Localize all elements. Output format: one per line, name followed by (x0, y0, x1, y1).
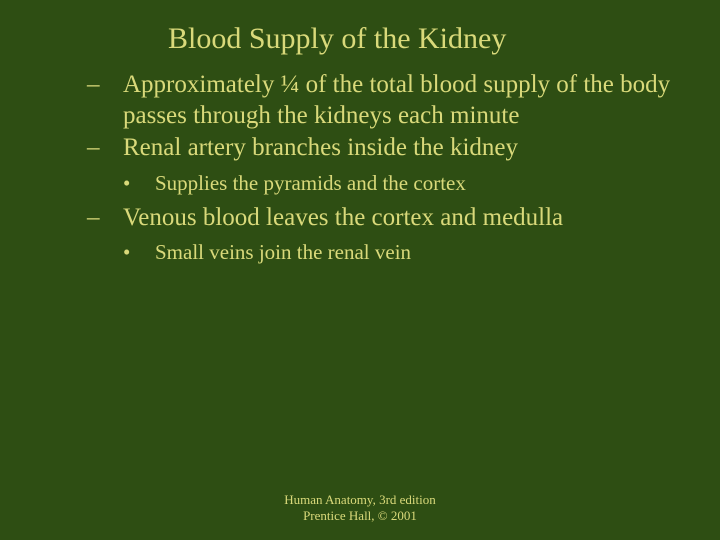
list-item: – Venous blood leaves the cortex and med… (105, 203, 680, 234)
bullet-icon: • (139, 239, 155, 266)
list-item: – Approximately ¼ of the total blood sup… (105, 70, 680, 131)
slide-footer: Human Anatomy, 3rd edition Prentice Hall… (0, 492, 720, 525)
list-item: • Supplies the pyramids and the cortex (139, 170, 680, 197)
dash-icon: – (105, 70, 123, 101)
list-item: – Renal artery branches inside the kidne… (105, 133, 680, 164)
list-item-text: Approximately ¼ of the total blood suppl… (123, 71, 670, 129)
footer-line-1: Human Anatomy, 3rd edition (0, 492, 720, 508)
list-item-text: Renal artery branches inside the kidney (123, 134, 518, 161)
slide-content: – Approximately ¼ of the total blood sup… (105, 70, 680, 267)
slide-title: Blood Supply of the Kidney (168, 22, 720, 56)
list-item: • Small veins join the renal vein (139, 239, 680, 266)
dash-icon: – (105, 203, 123, 234)
bullet-icon: • (139, 170, 155, 197)
list-item-text: Small veins join the renal vein (155, 240, 411, 264)
list-item-text: Venous blood leaves the cortex and medul… (123, 204, 563, 231)
dash-icon: – (105, 133, 123, 164)
slide: Blood Supply of the Kidney – Approximate… (0, 0, 720, 540)
footer-line-2: Prentice Hall, © 2001 (0, 508, 720, 524)
list-item-text: Supplies the pyramids and the cortex (155, 171, 466, 195)
